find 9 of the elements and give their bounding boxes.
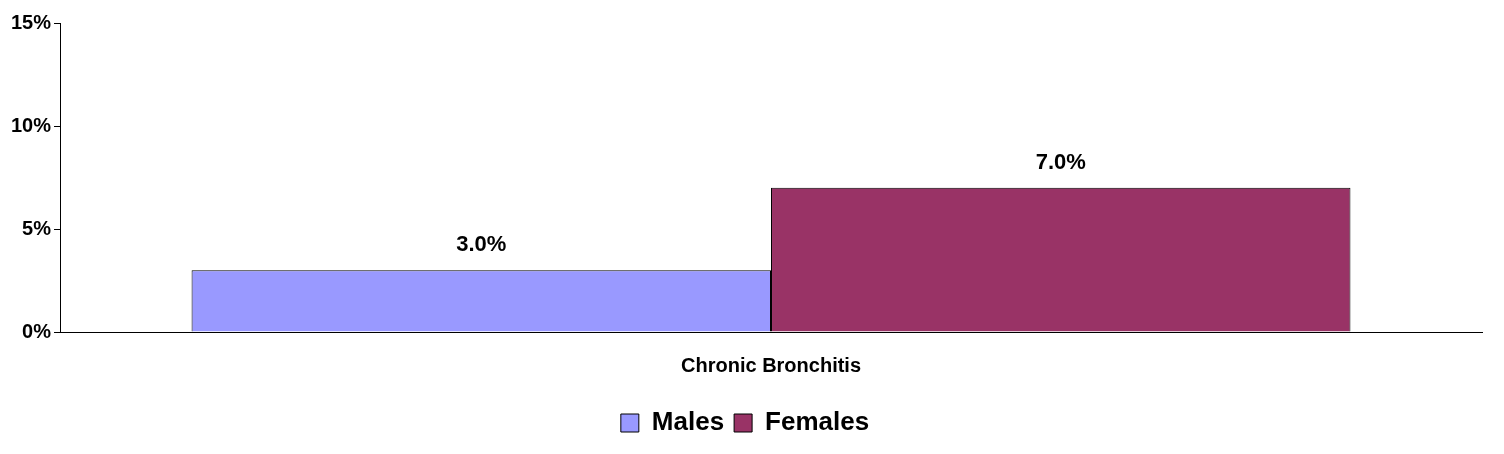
data-label: 3.0% [456, 231, 507, 257]
y-tick-label: 10% [11, 113, 52, 136]
legend-label: Males [651, 406, 725, 437]
y-tick-label: 5% [22, 216, 52, 239]
legend-label: Females [765, 406, 870, 437]
data-label: 7.0% [1035, 148, 1086, 174]
y-tick-label: 0% [22, 319, 52, 342]
x-tick-label: Chronic Bronchitis [681, 353, 862, 376]
y-tick-label: 15% [11, 10, 52, 33]
